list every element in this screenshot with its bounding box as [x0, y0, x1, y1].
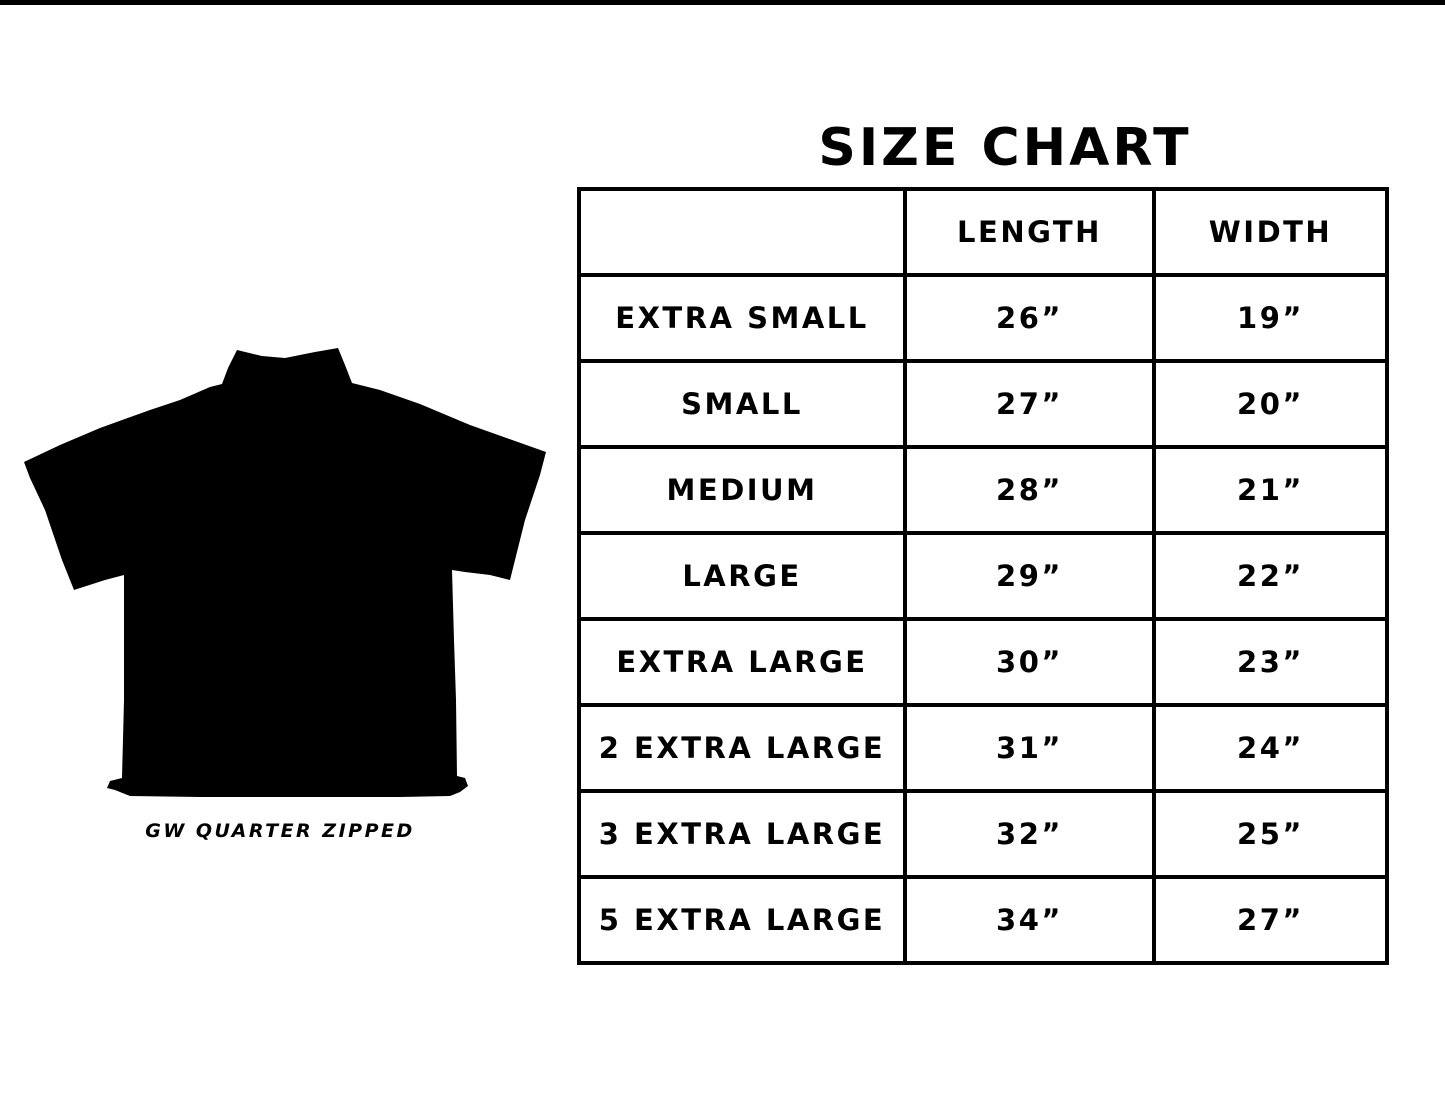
size-cell: 3 EXTRA LARGE [577, 789, 907, 879]
length-cell: 27” [903, 359, 1156, 449]
size-table: LENGTH WIDTH EXTRA SMALL 26” 19” SMALL 27” 2… [577, 187, 1389, 965]
shirt-silhouette-image [24, 348, 546, 797]
size-cell: SMALL [577, 359, 907, 449]
table-row: 2 EXTRA LARGE 31” 24” [577, 703, 1389, 793]
width-cell: 19” [1152, 273, 1389, 363]
size-cell: EXTRA LARGE [577, 617, 907, 707]
top-border [0, 0, 1445, 5]
size-cell: EXTRA SMALL [577, 273, 907, 363]
header-empty [577, 187, 907, 277]
header-width: WIDTH [1152, 187, 1389, 277]
length-cell: 29” [903, 531, 1156, 621]
product-caption: GW QUARTER ZIPPED [145, 820, 415, 842]
table-row: LARGE 29” 22” [577, 531, 1389, 621]
table-row: MEDIUM 28” 21” [577, 445, 1389, 535]
length-cell: 26” [903, 273, 1156, 363]
width-cell: 27” [1152, 875, 1389, 965]
table-row: EXTRA LARGE 30” 23” [577, 617, 1389, 707]
table-row: EXTRA SMALL 26” 19” [577, 273, 1389, 363]
width-cell: 21” [1152, 445, 1389, 535]
size-cell: 2 EXTRA LARGE [577, 703, 907, 793]
table-header-row: LENGTH WIDTH [577, 187, 1389, 277]
table-row: 5 EXTRA LARGE 34” 27” [577, 875, 1389, 965]
header-length: LENGTH [903, 187, 1156, 277]
size-cell: MEDIUM [577, 445, 907, 535]
length-cell: 34” [903, 875, 1156, 965]
length-cell: 32” [903, 789, 1156, 879]
size-cell: 5 EXTRA LARGE [577, 875, 907, 965]
table-row: 3 EXTRA LARGE 32” 25” [577, 789, 1389, 879]
width-cell: 24” [1152, 703, 1389, 793]
size-cell: LARGE [577, 531, 907, 621]
width-cell: 25” [1152, 789, 1389, 879]
width-cell: 23” [1152, 617, 1389, 707]
table-row: SMALL 27” 20” [577, 359, 1389, 449]
page-title: SIZE CHART [818, 118, 1192, 178]
width-cell: 20” [1152, 359, 1389, 449]
length-cell: 30” [903, 617, 1156, 707]
length-cell: 28” [903, 445, 1156, 535]
length-cell: 31” [903, 703, 1156, 793]
width-cell: 22” [1152, 531, 1389, 621]
